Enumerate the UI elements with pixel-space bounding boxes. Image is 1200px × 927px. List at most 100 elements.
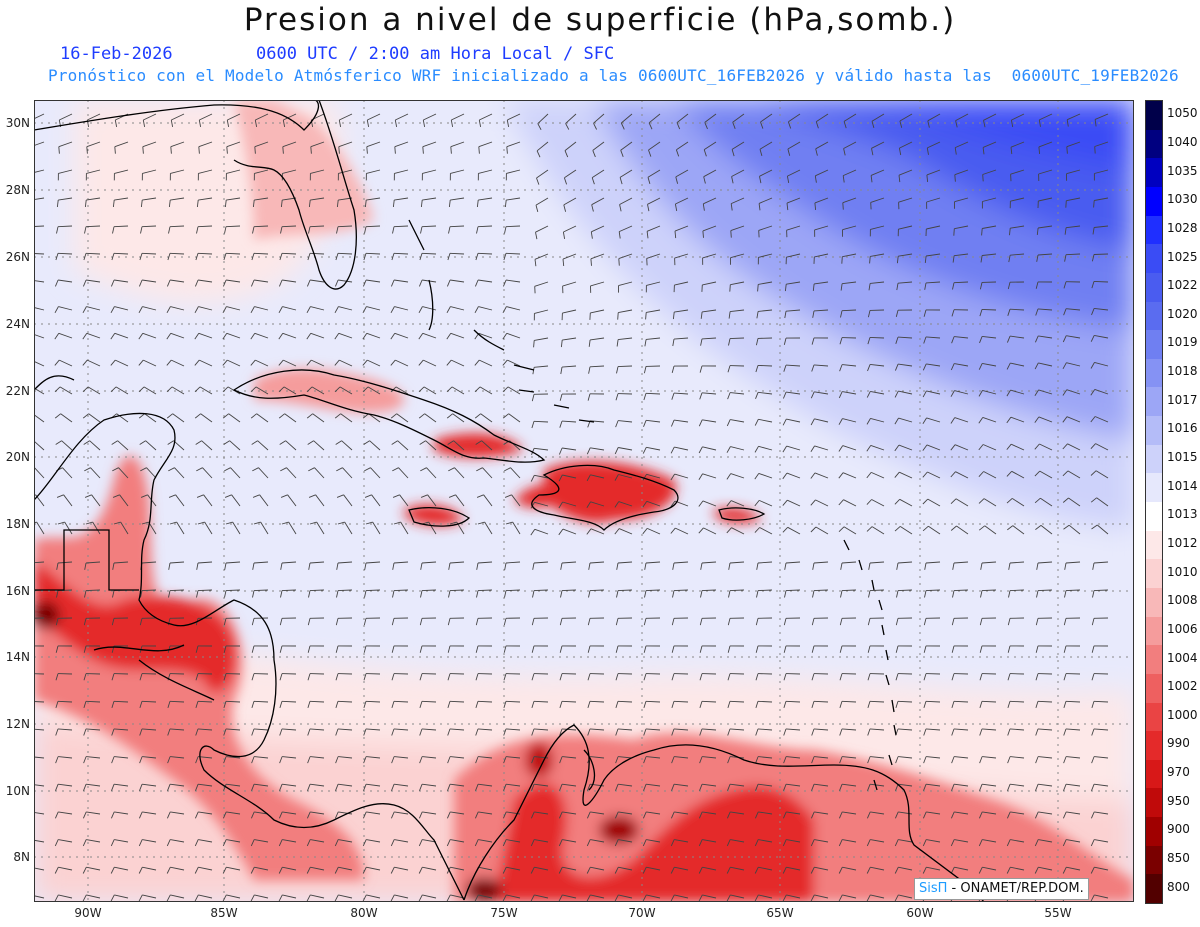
wind-barb [34,467,45,479]
wind-barb [982,141,997,148]
wind-barb-flag [866,391,871,398]
wind-barb [954,756,969,759]
wind-barb-flag [810,894,815,902]
wind-barb-flag [616,339,619,347]
wind-barb-flag [474,306,479,314]
wind-barb [393,225,409,228]
wind-barb [843,499,857,507]
wind-barb [480,413,493,423]
wind-barb [561,589,577,592]
wind-barb [729,728,745,731]
wind-barb-flag [728,562,731,570]
wind-barb-flag [894,444,900,452]
wind-barb-flag [110,333,116,340]
wind-barb [253,728,269,731]
wind-barb [842,418,857,423]
wind-barb [508,413,521,423]
wind-barb [618,894,633,899]
wind-barb-flag [530,867,535,874]
wind-barb [870,169,885,176]
wind-barb-flag [586,839,591,847]
wind-barb-flag [251,618,255,626]
lon-label-65w: 65W [766,906,794,920]
wind-barb-flag [138,306,143,314]
pressure-field-land-lows [34,100,1134,902]
wind-barb [1066,416,1081,423]
wind-barb-flag [504,562,507,570]
wind-barb-flag [1036,254,1039,262]
wind-barb [759,141,773,150]
wind-barb-flag [783,701,787,709]
wind-barb [198,866,213,871]
wind-barb [674,281,689,286]
wind-barb-flag [278,413,285,419]
wind-barb [730,392,745,395]
wind-barb-flag [559,728,563,736]
wind-barb [843,169,857,177]
wind-barb-flag [866,811,871,819]
wind-barb [534,365,549,368]
wind-barb [897,336,913,339]
wind-barb-flag [1034,497,1041,504]
wind-barb-flag [280,590,283,598]
wind-barb-flag [195,673,199,681]
wind-barb-flag [447,701,451,709]
wind-barb-flag [476,562,479,570]
bahamas-islands [408,219,595,423]
wind-barb-flag [1034,416,1040,423]
wind-barb-flag [251,784,255,791]
wind-barb-flag [642,839,647,847]
wind-barb-flag [699,392,703,400]
wind-barb-flag [896,590,899,598]
wind-barb-flag [950,444,956,451]
wind-barb [226,894,241,899]
wind-barb [395,359,409,367]
wind-barb-flag [282,146,284,154]
wind-barb [310,279,325,283]
wind-barb [757,589,773,592]
wind-barb-flag [759,176,762,184]
wind-barb-flag [951,618,955,626]
wind-barb [1065,561,1081,564]
wind-barb-flag [559,673,563,681]
wind-barb-flag [250,894,255,902]
yucatan-coast [34,412,465,901]
wind-barb [226,169,241,174]
wind-barb [814,811,829,815]
wind-barb [225,589,241,592]
colorbar-label-850: 850 [1167,851,1190,866]
wind-barb-flag [477,521,485,525]
wind-barb-flag [476,590,479,598]
wind-barb-flag [894,471,900,478]
wind-barb [647,197,661,205]
colorbar-segment-1050 [1146,101,1162,131]
wind-barb [1094,839,1109,843]
wind-barb [593,113,605,124]
wind-barb [282,279,297,283]
wind-barb [955,471,969,479]
wind-barb [870,417,885,423]
wind-barb-flag [811,364,815,372]
wind-barb-flag [616,590,619,598]
wind-barb-flag [924,255,927,263]
wind-barb [253,225,269,228]
wind-barb-flag [306,333,312,340]
wind-barb-flag [170,119,174,127]
wind-barb-flag [502,386,509,393]
wind-barb [114,141,129,148]
wind-barb-flag [730,230,732,238]
wind-barb [422,306,437,311]
wind-barb-flag [82,894,87,902]
wind-barb-flag [1034,811,1039,819]
wind-barb [57,252,73,255]
wind-barb [703,527,717,535]
wind-barb-flag [698,894,703,902]
wind-barb-flag [54,811,59,819]
wind-barb [85,225,101,228]
wind-barb-flag [55,784,59,791]
wind-barb [86,783,101,787]
wind-barb-flag [894,363,899,371]
wind-barb-flag [476,467,483,472]
wind-barb-flag [1009,228,1011,236]
wind-barb [1066,141,1081,148]
